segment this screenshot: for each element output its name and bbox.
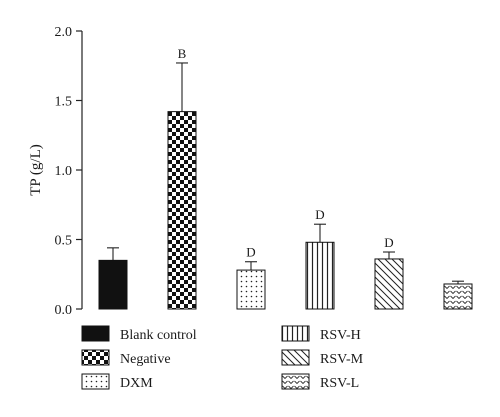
legend-item-4: RSV-H [281, 325, 361, 343]
significance-label: D [384, 235, 393, 250]
y-axis-label: TP (g/L) [28, 144, 44, 196]
legend-label: RSV-M [320, 352, 364, 367]
y-tick-label: 1.5 [55, 95, 73, 110]
bar-group-5: D [374, 235, 404, 310]
y-tick-label: 0.5 [55, 234, 73, 249]
bar-group-3: D [236, 245, 266, 310]
significance-label: D [315, 207, 324, 222]
bar [236, 269, 266, 310]
bar-group-1 [98, 247, 128, 310]
legend-item-5: RSV-M [281, 349, 364, 367]
legend-swatch [281, 349, 310, 366]
legend-label: RSV-L [320, 376, 359, 391]
legend-swatch [81, 325, 110, 342]
bar-group-2: B [167, 46, 197, 310]
legend: Blank control Negative DXM RSV-H RSV-M RSV-L [81, 325, 364, 391]
bar-group-6 [443, 280, 473, 310]
legend-item-6: RSV-L [281, 373, 359, 391]
legend-item-1: Blank control [81, 325, 197, 343]
y-tick-label: 2.0 [55, 25, 73, 40]
y-tick-label: 0.0 [55, 303, 73, 318]
legend-item-2: Negative [81, 349, 171, 367]
legend-label: DXM [120, 376, 153, 391]
legend-swatch [281, 325, 310, 342]
y-tick-label: 1.0 [55, 164, 73, 179]
significance-label: D [246, 245, 255, 260]
legend-item-3: DXM [81, 373, 153, 391]
bar [98, 259, 128, 310]
legend-label: RSV-H [320, 328, 361, 343]
legend-swatch [81, 373, 110, 390]
legend-swatch [281, 373, 310, 390]
legend-label: Blank control [120, 328, 197, 343]
significance-label: B [178, 46, 187, 61]
legend-swatch [81, 349, 110, 366]
legend-label: Negative [120, 352, 171, 367]
bar [443, 283, 473, 310]
bar [305, 241, 335, 310]
axes: 0.0 0.5 1.0 1.5 2.0 [55, 25, 83, 318]
bar [167, 111, 197, 310]
bar [374, 258, 404, 310]
bars: B D D D [98, 46, 473, 310]
bar-group-4: D [305, 207, 335, 310]
